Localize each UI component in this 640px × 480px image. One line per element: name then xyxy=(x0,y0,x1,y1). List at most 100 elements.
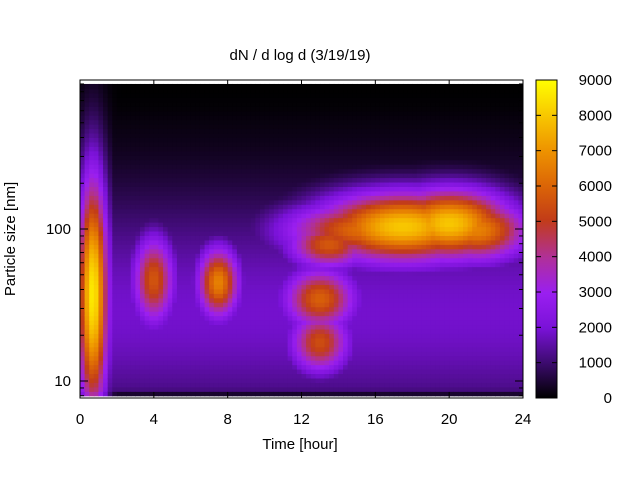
heatmap-cell xyxy=(338,199,344,205)
heatmap-cell xyxy=(384,302,390,308)
heatmap-cell xyxy=(264,235,270,241)
heatmap-cell xyxy=(273,190,280,196)
heatmap-cell xyxy=(107,337,113,343)
heatmap-cell xyxy=(259,177,266,183)
heatmap-cell xyxy=(319,271,326,277)
heatmap-cell xyxy=(213,248,220,254)
heatmap-cell xyxy=(241,284,247,290)
heatmap-cell xyxy=(366,195,372,201)
heatmap-cell xyxy=(273,106,280,112)
heatmap-cell xyxy=(232,311,238,317)
heatmap-cell xyxy=(403,132,409,138)
heatmap-cell xyxy=(236,150,243,156)
heatmap-cell xyxy=(236,328,243,334)
heatmap-cell xyxy=(384,239,390,245)
heatmap-cell xyxy=(393,106,399,112)
heatmap-cell xyxy=(273,279,280,285)
heatmap-cell xyxy=(292,226,298,232)
heatmap-cell xyxy=(190,181,196,187)
heatmap-cell xyxy=(163,311,169,317)
heatmap-cell xyxy=(384,222,390,228)
heatmap-cell xyxy=(287,155,293,161)
heatmap-cell xyxy=(389,119,395,125)
heatmap-cell xyxy=(190,333,196,339)
heatmap-cell xyxy=(107,177,113,183)
heatmap-cell xyxy=(227,297,233,303)
heatmap-cell xyxy=(103,146,109,152)
heatmap-cell xyxy=(333,119,340,125)
heatmap-cell xyxy=(158,386,164,392)
heatmap-cell xyxy=(264,262,270,268)
heatmap-cell xyxy=(232,257,238,263)
heatmap-cell xyxy=(103,132,109,138)
heatmap-cell xyxy=(135,315,141,321)
heatmap-cell xyxy=(255,386,261,392)
heatmap-cell xyxy=(338,106,344,112)
heatmap-cell xyxy=(80,177,86,183)
heatmap-cell xyxy=(347,360,353,366)
heatmap-cell xyxy=(407,315,413,321)
heatmap-cell xyxy=(269,355,275,361)
heatmap-cell xyxy=(204,168,210,174)
heatmap-cell xyxy=(246,293,252,299)
heatmap-cell xyxy=(287,222,293,228)
heatmap-cell xyxy=(250,124,256,130)
heatmap-cell xyxy=(356,311,363,317)
heatmap-cell xyxy=(204,230,210,236)
heatmap-cell xyxy=(389,364,395,370)
heatmap-cell xyxy=(315,302,321,308)
heatmap-cell xyxy=(356,88,363,94)
heatmap-cell xyxy=(213,195,220,201)
heatmap-cell xyxy=(292,137,298,143)
heatmap-cell xyxy=(107,88,113,94)
heatmap-cell xyxy=(370,315,376,321)
heatmap-cell xyxy=(329,92,335,98)
heatmap-cell xyxy=(130,311,136,317)
heatmap-cell xyxy=(315,293,321,299)
heatmap-cell xyxy=(375,204,381,210)
heatmap-cell xyxy=(213,360,220,366)
heatmap-cell xyxy=(283,297,289,303)
heatmap-cell xyxy=(370,253,376,259)
heatmap-cell xyxy=(232,320,238,326)
heatmap-cell xyxy=(347,150,353,156)
heatmap-cell xyxy=(370,150,376,156)
heatmap-cell xyxy=(232,213,238,219)
heatmap-cell xyxy=(84,373,90,379)
heatmap-cell xyxy=(315,173,321,179)
heatmap-cell xyxy=(393,141,399,147)
heatmap-cell xyxy=(227,190,233,196)
heatmap-cell xyxy=(98,328,104,334)
heatmap-cell xyxy=(84,164,90,170)
heatmap-cell xyxy=(232,186,238,192)
heatmap-cell xyxy=(250,328,256,334)
heatmap-cell xyxy=(324,377,330,383)
heatmap-cell xyxy=(181,222,187,228)
heatmap-cell xyxy=(89,204,95,210)
heatmap-cell xyxy=(232,128,238,134)
heatmap-cell xyxy=(306,360,312,366)
heatmap-cell xyxy=(172,137,178,143)
heatmap-cell xyxy=(181,302,187,308)
heatmap-cell xyxy=(319,355,326,361)
heatmap-cell xyxy=(375,128,381,134)
heatmap-cell xyxy=(333,239,340,245)
heatmap-cell xyxy=(181,208,187,214)
heatmap-cell xyxy=(107,217,113,223)
heatmap-cell xyxy=(186,164,192,170)
heatmap-cell xyxy=(301,106,307,112)
heatmap-cell xyxy=(103,235,109,241)
heatmap-cell xyxy=(246,97,252,103)
heatmap-cell xyxy=(84,83,90,90)
heatmap-cell xyxy=(283,288,289,294)
heatmap-cell xyxy=(283,306,289,312)
heatmap-cell xyxy=(130,159,136,165)
heatmap-cell xyxy=(366,244,372,250)
heatmap-cell xyxy=(255,230,261,236)
heatmap-cell xyxy=(84,137,90,143)
heatmap-cell xyxy=(273,351,280,357)
heatmap-cell xyxy=(135,173,141,179)
heatmap-cell xyxy=(126,324,132,330)
heatmap-cell xyxy=(107,391,113,397)
heatmap-cell xyxy=(227,248,233,254)
